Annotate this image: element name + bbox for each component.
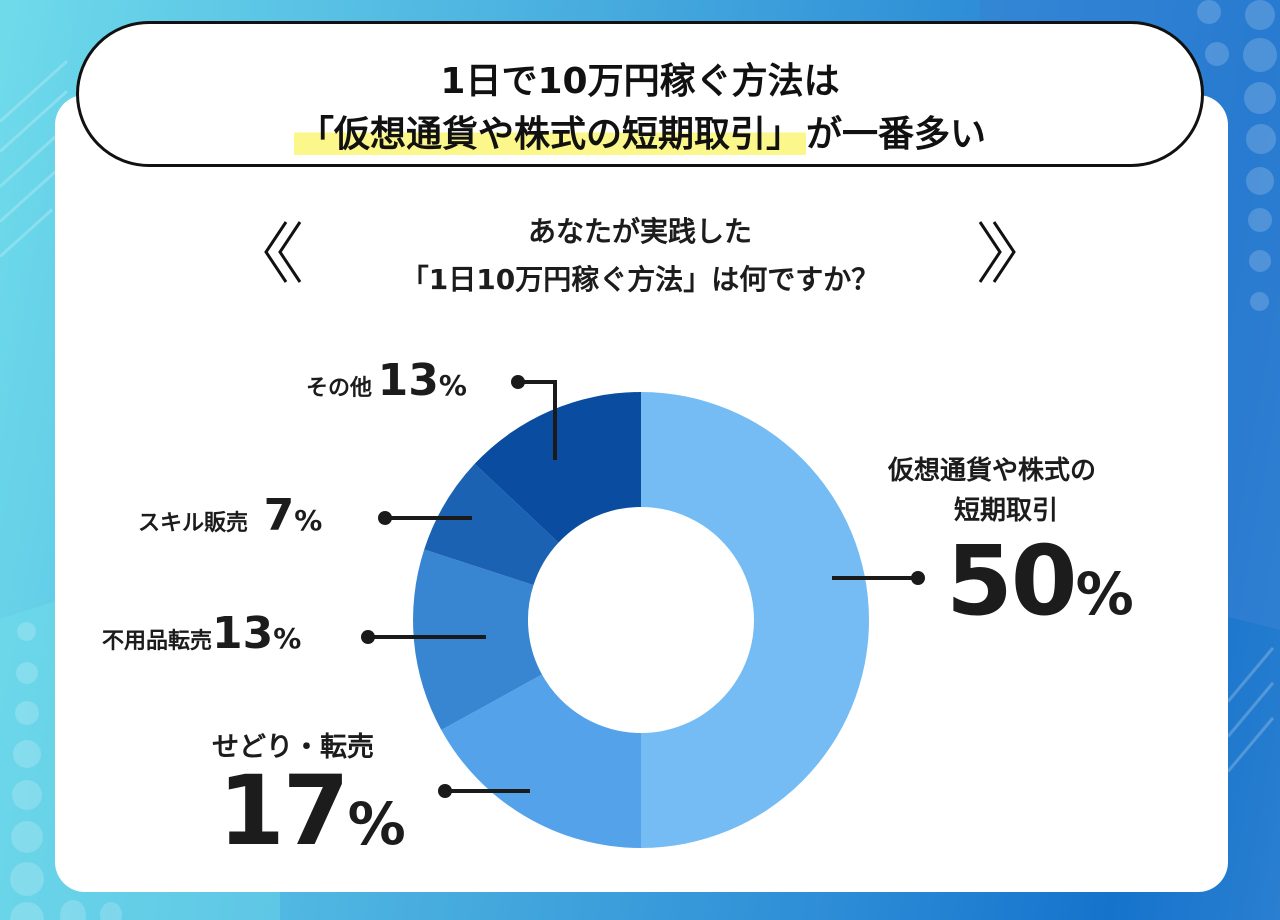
title-banner: 1日で10万円稼ぐ方法は 「仮想通貨や株式の短期取引」 が一番多い bbox=[76, 21, 1204, 167]
slice-skill bbox=[424, 463, 559, 586]
decor-dot bbox=[16, 662, 38, 684]
decor-dot bbox=[12, 780, 42, 810]
leader-dot bbox=[511, 375, 525, 389]
label-fuyohin-value: 13 bbox=[212, 608, 274, 659]
decor-dot bbox=[1245, 0, 1275, 30]
decor-dot bbox=[1197, 0, 1221, 24]
decor-dot bbox=[1250, 292, 1269, 311]
leader-dot bbox=[378, 511, 392, 525]
label-other: その他 13% bbox=[306, 355, 467, 406]
leader-dot bbox=[911, 571, 925, 585]
percent-sign: % bbox=[294, 504, 323, 537]
double-chevron-left-icon bbox=[264, 221, 302, 283]
page-title-line2: 「仮想通貨や株式の短期取引」 が一番多い bbox=[79, 105, 1201, 157]
slice-fuyohin bbox=[413, 549, 542, 730]
percent-sign: % bbox=[347, 790, 406, 858]
question-line2: 「1日10万円稼ぐ方法」は何ですか？ bbox=[400, 263, 880, 296]
decor-dot bbox=[10, 862, 44, 896]
label-other-value: 13 bbox=[377, 355, 439, 406]
decor-dot bbox=[60, 900, 86, 920]
title-rest: が一番多い bbox=[806, 114, 987, 155]
label-skill-value: 7 bbox=[263, 490, 295, 541]
percent-sign: % bbox=[273, 622, 302, 655]
leader-other bbox=[518, 380, 557, 460]
double-chevron-right-icon bbox=[978, 221, 1016, 283]
decor-dot bbox=[15, 701, 39, 725]
decor-dot bbox=[1244, 82, 1276, 114]
label-fuyohin-name: 不用品転売 bbox=[102, 629, 213, 654]
label-skill-name: スキル販売 bbox=[138, 511, 249, 536]
leader-dot bbox=[361, 630, 375, 644]
label-fuyohin: 不用品転売13% bbox=[102, 608, 301, 659]
decor-dot bbox=[17, 622, 36, 641]
percent-sign: % bbox=[1075, 560, 1134, 628]
label-crypto-line1: 仮想通貨や株式の bbox=[888, 456, 1097, 486]
decor-dot bbox=[1205, 42, 1229, 66]
slice-other bbox=[474, 391, 641, 543]
decor-dot bbox=[100, 902, 122, 920]
decor-dot bbox=[1243, 38, 1277, 72]
label-crypto-line2: 短期取引 bbox=[954, 496, 1059, 526]
title-highlight: 「仮想通貨や株式の短期取引」 bbox=[293, 114, 806, 155]
decor-dot bbox=[11, 821, 43, 853]
label-skill: スキル販売 7% bbox=[138, 490, 322, 541]
label-other-name: その他 bbox=[306, 376, 373, 401]
decor-dot bbox=[1249, 250, 1271, 272]
label-crypto-value: 50 bbox=[946, 525, 1078, 637]
slice-crypto bbox=[641, 392, 869, 848]
decor-dot bbox=[10, 902, 44, 920]
label-sedori-value-wrap: 17% bbox=[218, 755, 406, 867]
label-crypto-value-wrap: 50% bbox=[946, 525, 1134, 637]
page-title-line1: 1日で10万円稼ぐ方法は bbox=[440, 61, 840, 102]
percent-sign: % bbox=[438, 369, 467, 402]
decor-dot bbox=[1246, 167, 1274, 195]
label-sedori-value: 17 bbox=[218, 755, 350, 867]
question-line1: あなたが実践した bbox=[527, 215, 752, 248]
decor-dot bbox=[13, 740, 41, 768]
leader-dot bbox=[438, 784, 452, 798]
decor-dot bbox=[1248, 208, 1272, 232]
slice-sedori bbox=[441, 674, 641, 848]
label-sedori-name: せどり・転売 bbox=[212, 732, 374, 763]
decor-dot bbox=[1246, 124, 1276, 154]
